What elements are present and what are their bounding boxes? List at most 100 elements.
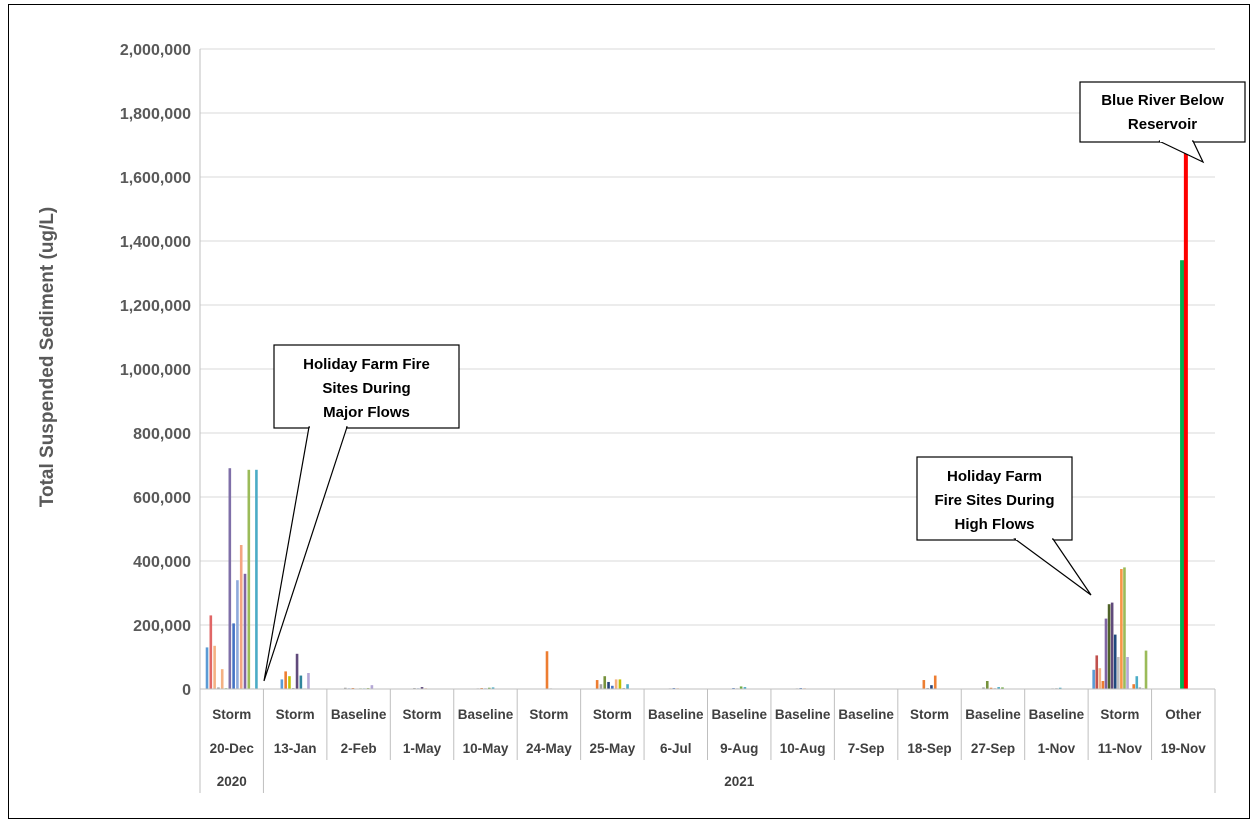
bar bbox=[614, 679, 618, 689]
callout-text-line: Sites During bbox=[322, 380, 410, 397]
bar bbox=[626, 684, 629, 689]
bar bbox=[487, 687, 491, 689]
y-tick-label: 800,000 bbox=[133, 426, 191, 443]
category-type-label: Baseline bbox=[775, 707, 831, 722]
bar bbox=[985, 681, 989, 689]
category-type-label: Baseline bbox=[331, 707, 387, 722]
category-type-label: Baseline bbox=[838, 707, 894, 722]
bar bbox=[1120, 569, 1123, 689]
y-tick-label: 2,000,000 bbox=[120, 42, 191, 59]
callout-text-line: Blue River Below bbox=[1101, 92, 1224, 109]
category-type-label: Storm bbox=[212, 707, 251, 722]
bar bbox=[1117, 657, 1120, 689]
category-type-label: Storm bbox=[276, 707, 315, 722]
y-tick-label: 400,000 bbox=[133, 554, 191, 571]
y-tick-label: 600,000 bbox=[133, 490, 191, 507]
bar bbox=[1183, 132, 1188, 689]
bar bbox=[1113, 634, 1117, 689]
category-date-label: 19-Nov bbox=[1161, 741, 1207, 756]
bar bbox=[1180, 260, 1185, 689]
category-date-label: 13-Jan bbox=[274, 741, 317, 756]
bar bbox=[997, 687, 1000, 689]
category-type-label: Other bbox=[1165, 707, 1202, 722]
y-tick-label: 1,000,000 bbox=[120, 362, 191, 379]
bar bbox=[607, 681, 610, 689]
category-type-label: Storm bbox=[403, 707, 442, 722]
category-date-label: 1-May bbox=[403, 741, 442, 756]
bar bbox=[280, 679, 284, 689]
category-date-label: 10-Aug bbox=[780, 741, 826, 756]
bar bbox=[420, 687, 424, 689]
category-type-label: Baseline bbox=[1029, 707, 1085, 722]
bar bbox=[1123, 567, 1126, 689]
y-axis-label: Total Suspended Sediment (ug/L) bbox=[37, 207, 58, 507]
category-date-label: 11-Nov bbox=[1098, 741, 1143, 756]
bars bbox=[205, 132, 1188, 690]
bar bbox=[595, 680, 599, 689]
bar bbox=[343, 687, 347, 689]
bar bbox=[239, 545, 243, 689]
bar bbox=[1104, 618, 1108, 689]
category-date-label: 20-Dec bbox=[210, 741, 255, 756]
bar bbox=[1107, 604, 1111, 689]
chart-frame: 0 200,000 400,000 600,000 800,000 1,000,000 1,… bbox=[8, 4, 1250, 819]
bar bbox=[1001, 687, 1004, 689]
bar bbox=[982, 687, 985, 689]
y-axis-ticks: 0 200,000 400,000 600,000 800,000 1,000,000 1,… bbox=[120, 42, 191, 699]
callout-pointer bbox=[1158, 140, 1205, 164]
bar bbox=[205, 647, 209, 689]
annotations: Holiday Farm Fire Sites During Major Flows… bbox=[263, 81, 1246, 682]
bar bbox=[1098, 668, 1102, 689]
bar bbox=[288, 676, 291, 689]
category-type-label: Storm bbox=[593, 707, 632, 722]
category-date-label: 9-Aug bbox=[720, 741, 758, 756]
bar bbox=[255, 469, 258, 689]
bar bbox=[611, 685, 614, 689]
bar bbox=[236, 580, 239, 689]
bar bbox=[1110, 602, 1114, 689]
bar bbox=[243, 573, 247, 689]
callout-text-line: Reservoir bbox=[1128, 116, 1197, 133]
bar bbox=[1095, 655, 1099, 689]
bar bbox=[618, 679, 622, 689]
category-date-label: 25-May bbox=[589, 741, 635, 756]
callout-text-line: Holiday Farm Fire bbox=[303, 356, 430, 373]
category-date-label: 2-Feb bbox=[341, 741, 377, 756]
bar bbox=[599, 684, 603, 689]
callout-text-line: High Flows bbox=[955, 516, 1035, 533]
bar bbox=[545, 651, 549, 689]
bar bbox=[491, 687, 495, 689]
bar bbox=[1092, 669, 1095, 689]
category-type-label: Baseline bbox=[458, 707, 514, 722]
bar bbox=[220, 669, 224, 689]
category-type-label: Storm bbox=[910, 707, 949, 722]
y-tick-label: 1,400,000 bbox=[120, 234, 191, 251]
bar bbox=[1058, 687, 1062, 689]
bar bbox=[1135, 676, 1139, 689]
bar bbox=[232, 623, 235, 689]
gridlines bbox=[200, 48, 1215, 626]
bar bbox=[1144, 650, 1148, 689]
bar bbox=[247, 469, 251, 689]
bar bbox=[1126, 657, 1129, 689]
y-tick-label: 1,800,000 bbox=[120, 106, 191, 123]
category-type-label: Storm bbox=[1100, 707, 1139, 722]
callout-text-line: Holiday Farm bbox=[947, 468, 1042, 485]
category-date-label: 27-Sep bbox=[971, 741, 1015, 756]
year-label: 2020 bbox=[217, 774, 247, 789]
bar bbox=[743, 687, 747, 689]
category-date-label: 18-Sep bbox=[907, 741, 951, 756]
category-axis: Storm 20-Dec Storm 13-Jan Baseline 2-Feb Storm… bbox=[199, 689, 1216, 793]
y-tick-label: 1,200,000 bbox=[120, 298, 191, 315]
category-type-label: Storm bbox=[529, 707, 568, 722]
bar bbox=[228, 468, 232, 689]
bar bbox=[1101, 681, 1105, 689]
bar bbox=[295, 653, 299, 689]
category-type-label: Baseline bbox=[965, 707, 1021, 722]
callout-box bbox=[273, 344, 460, 429]
callout-text-line: Fire Sites During bbox=[934, 492, 1054, 509]
bar bbox=[1132, 684, 1136, 689]
bar bbox=[603, 676, 607, 689]
bar bbox=[370, 685, 374, 689]
category-date-label: 7-Sep bbox=[848, 741, 885, 756]
